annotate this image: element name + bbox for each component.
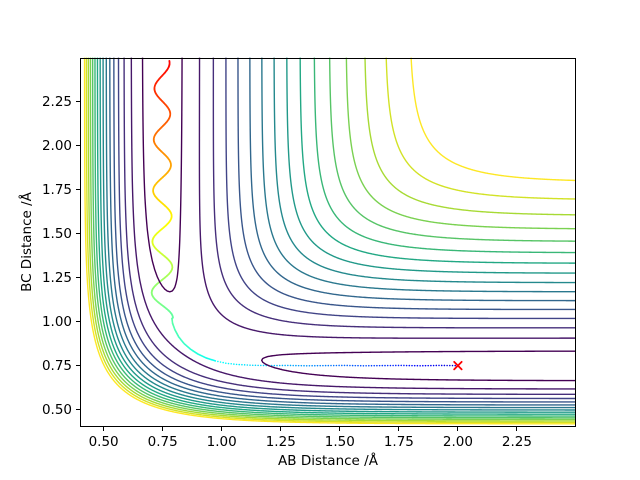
x-tick-label: 1.00 [206,434,237,451]
y-tick-mark [76,409,80,411]
x-tick-mark [162,427,164,432]
x-tick-mark [280,427,282,432]
y-tick-mark [76,365,80,367]
x-tick-mark [398,427,400,432]
x-tick-label: 2.00 [442,434,473,451]
y-axis-label: BC Distance /Å [19,192,35,293]
y-tick-mark [76,101,80,103]
y-tick-label: 1.50 [41,225,72,242]
y-tick-label: 2.25 [41,93,72,110]
x-tick-label: 1.25 [265,434,296,451]
x-tick-mark [457,427,459,432]
x-tick-mark [339,427,341,432]
y-tick-label: 0.50 [41,401,72,418]
y-tick-label: 1.25 [41,269,72,286]
x-tick-mark [516,427,518,432]
y-tick-mark [76,321,80,323]
y-tick-label: 1.75 [41,181,72,198]
x-tick-label: 1.75 [383,434,414,451]
x-tick-label: 1.50 [324,434,355,451]
y-tick-label: 2.00 [41,137,72,154]
x-axis-label: AB Distance /Å [278,452,378,469]
plot-axes-border [80,57,576,428]
y-tick-mark [76,145,80,147]
x-tick-label: 2.25 [501,434,532,451]
y-tick-label: 0.75 [41,357,72,374]
x-tick-label: 0.50 [88,434,119,451]
y-tick-label: 1.00 [41,313,72,330]
y-tick-mark [76,189,80,191]
x-tick-label: 0.75 [147,434,178,451]
y-tick-mark [76,233,80,235]
x-tick-mark [221,427,223,432]
y-tick-mark [76,277,80,279]
x-tick-mark [103,427,105,432]
